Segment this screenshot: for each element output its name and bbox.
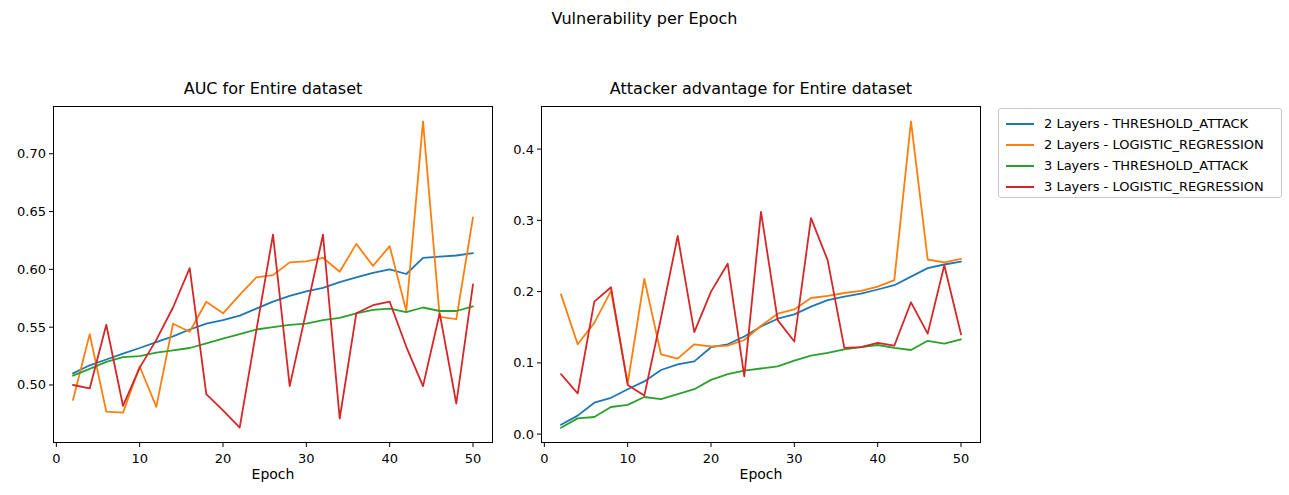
legend-line-swatch bbox=[1006, 123, 1034, 125]
legend-label: 3 Layers - LOGISTIC_REGRESSION bbox=[1044, 179, 1264, 194]
x-tick-label: 20 bbox=[203, 451, 243, 466]
legend-item: 3 Layers - THRESHOLD_ATTACK bbox=[1006, 155, 1281, 176]
y-tick-label: 0.70 bbox=[2, 146, 46, 161]
y-tick-label: 0.50 bbox=[2, 377, 46, 392]
legend-line-swatch bbox=[1006, 165, 1034, 167]
y-tick-label: 0.65 bbox=[2, 204, 46, 219]
legend-item: 2 Layers - THRESHOLD_ATTACK bbox=[1006, 113, 1281, 134]
x-tick-label: 20 bbox=[691, 451, 731, 466]
plot-canvas bbox=[53, 106, 493, 443]
figure-suptitle: Vulnerability per Epoch bbox=[0, 9, 1289, 28]
plot-canvas bbox=[541, 106, 981, 443]
chart-title-auc: AUC for Entire dataset bbox=[53, 79, 493, 98]
series-line-2-layers-threshold-attack bbox=[73, 253, 473, 373]
x-tick-label: 10 bbox=[120, 451, 160, 466]
chart-title-advantage: Attacker advantage for Entire dataset bbox=[541, 79, 981, 98]
x-tick-label: 0 bbox=[36, 451, 76, 466]
x-tick-label: 30 bbox=[774, 451, 814, 466]
x-axis-label-advantage: Epoch bbox=[541, 466, 981, 482]
legend-item: 3 Layers - LOGISTIC_REGRESSION bbox=[1006, 176, 1281, 197]
auc-chart: 010203040500.500.550.600.650.70 bbox=[53, 106, 493, 443]
legend-label: 2 Layers - LOGISTIC_REGRESSION bbox=[1044, 137, 1264, 152]
legend: 2 Layers - THRESHOLD_ATTACK 2 Layers - LO… bbox=[998, 108, 1282, 198]
legend-line-swatch bbox=[1006, 144, 1034, 146]
x-axis-label-auc: Epoch bbox=[53, 466, 493, 482]
y-tick-label: 0.60 bbox=[2, 262, 46, 277]
series-line-3-layers-logistic-regression bbox=[73, 235, 473, 428]
x-tick-label: 0 bbox=[524, 451, 564, 466]
legend-item: 2 Layers - LOGISTIC_REGRESSION bbox=[1006, 134, 1281, 155]
x-tick-label: 50 bbox=[453, 451, 493, 466]
y-tick-label: 0.2 bbox=[490, 284, 534, 299]
y-tick-label: 0.0 bbox=[490, 427, 534, 442]
legend-line-swatch bbox=[1006, 186, 1034, 188]
series-line-3-layers-threshold-attack bbox=[73, 306, 473, 375]
y-tick-label: 0.3 bbox=[490, 213, 534, 228]
advantage-chart: 010203040500.00.10.20.30.4 bbox=[541, 106, 981, 443]
x-tick-label: 40 bbox=[370, 451, 410, 466]
x-tick-label: 10 bbox=[608, 451, 648, 466]
legend-label: 3 Layers - THRESHOLD_ATTACK bbox=[1044, 158, 1248, 173]
y-tick-label: 0.55 bbox=[2, 320, 46, 335]
y-tick-label: 0.1 bbox=[490, 355, 534, 370]
x-tick-label: 40 bbox=[858, 451, 898, 466]
legend-label: 2 Layers - THRESHOLD_ATTACK bbox=[1044, 116, 1248, 131]
x-tick-label: 30 bbox=[286, 451, 326, 466]
series-line-3-layers-threshold-attack bbox=[561, 339, 961, 427]
x-tick-label: 50 bbox=[941, 451, 981, 466]
y-tick-label: 0.4 bbox=[490, 142, 534, 157]
